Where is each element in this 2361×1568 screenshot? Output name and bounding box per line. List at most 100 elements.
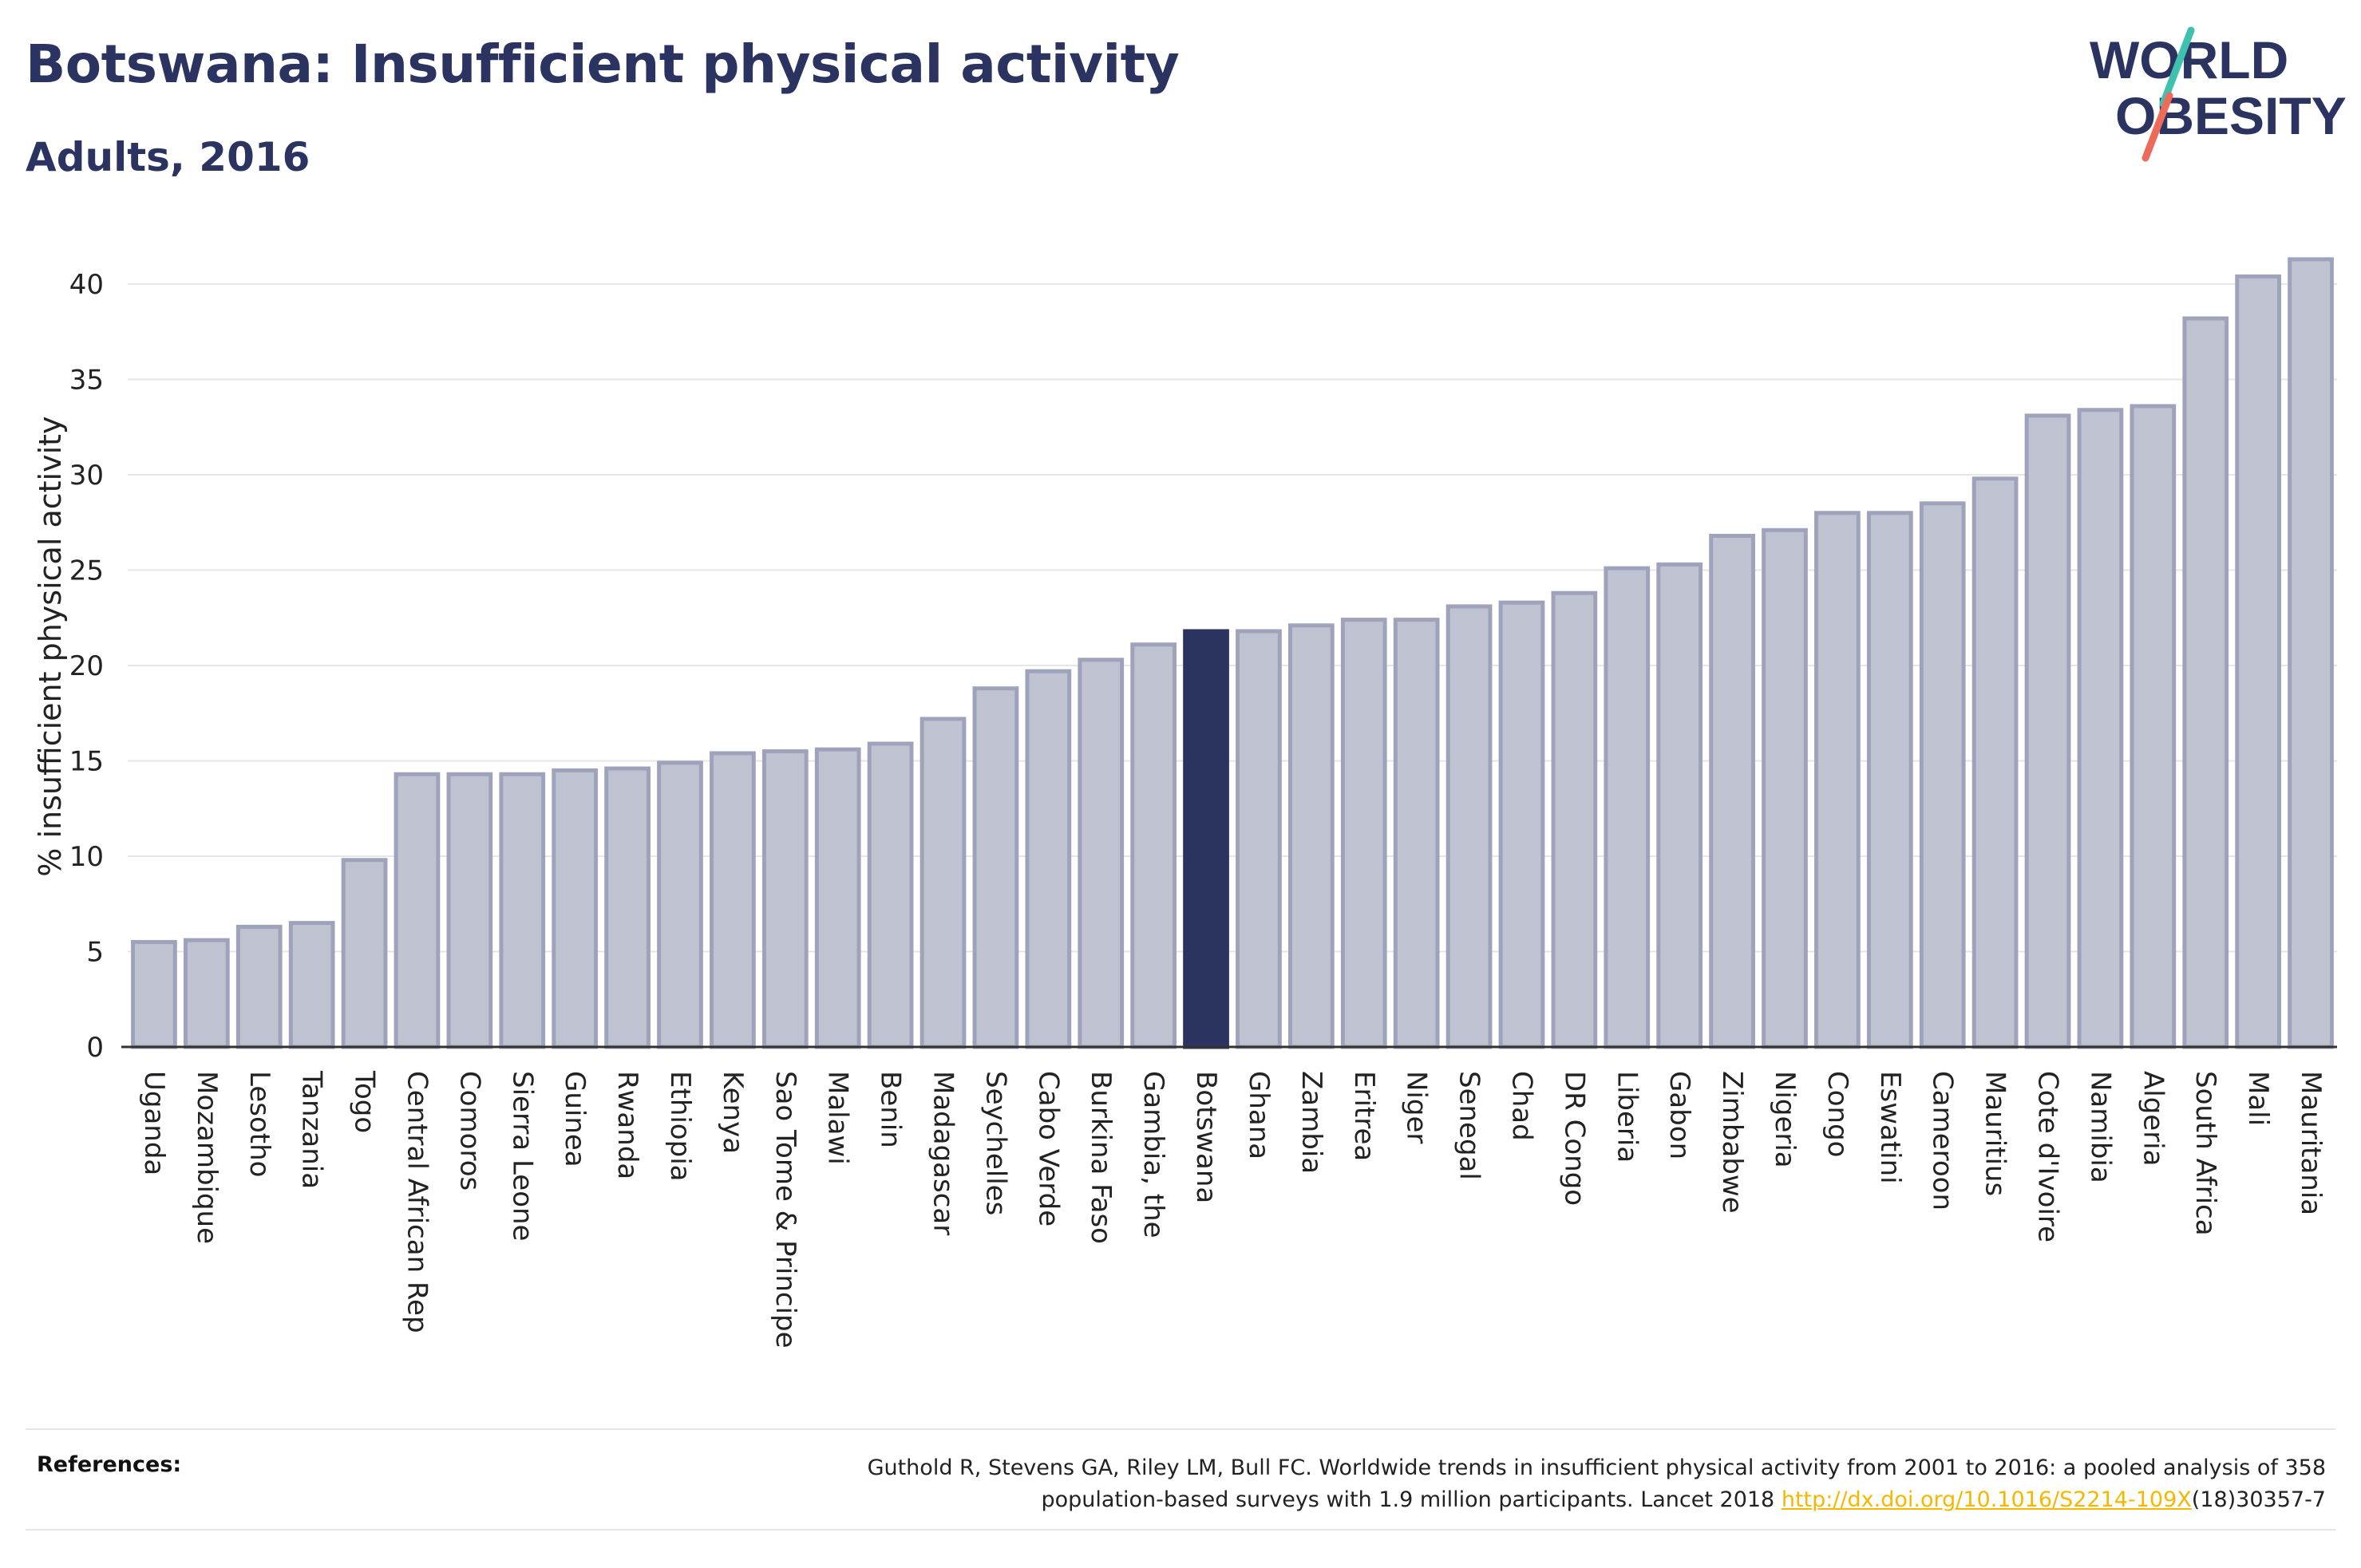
bar-liberia — [1604, 566, 1651, 1049]
y-tick-label: 35 — [69, 365, 104, 397]
bar-sao-tome-principe — [761, 749, 809, 1049]
x-tick-label: Chad — [1505, 1071, 1537, 1141]
y-tick-label: 25 — [69, 555, 104, 587]
bar-nigeria — [1762, 527, 1808, 1049]
bar-madagascar — [919, 717, 967, 1049]
x-tick-label: Malawi — [822, 1071, 854, 1165]
x-tick-label: Sao Tome & Principe — [769, 1071, 801, 1349]
references-citation: Guthold R, Stevens GA, Riley LM, Bull FC… — [490, 1452, 2326, 1516]
bar-sierra-leone — [499, 772, 546, 1049]
bar-cameroon — [1919, 501, 1966, 1049]
bar-malawi — [814, 747, 861, 1049]
x-tick-label: Gabon — [1663, 1071, 1695, 1159]
citation-line2-prefix: population-based surveys with 1.9 millio… — [1041, 1487, 1782, 1512]
bar-congo — [1814, 511, 1861, 1049]
x-tick-label: Niger — [1401, 1071, 1433, 1143]
references-section: References: Guthold R, Stevens GA, Riley… — [26, 1428, 2335, 1530]
logo-slash-teal — [2159, 26, 2195, 108]
bar-south-africa — [2182, 316, 2229, 1049]
y-tick-label: 40 — [69, 269, 104, 301]
x-tick-label: Algeria — [2137, 1071, 2169, 1166]
x-tick-label: Uganda — [138, 1071, 170, 1175]
bar-cote-d-ivoire — [2024, 413, 2071, 1049]
x-tick-label: Kenya — [717, 1071, 749, 1154]
bar-zambia — [1287, 623, 1335, 1049]
bar-chad — [1498, 600, 1545, 1049]
bar-cabo-verde — [1025, 669, 1072, 1049]
x-tick-label: Liberia — [1611, 1071, 1643, 1163]
x-tick-label: Mozambique — [191, 1071, 223, 1244]
x-tick-label: Mauritius — [1979, 1071, 2011, 1196]
x-tick-label: DR Congo — [1558, 1071, 1590, 1206]
bar-benin — [867, 741, 914, 1049]
x-tick-label: Eritrea — [1348, 1071, 1380, 1161]
bar-rwanda — [604, 766, 651, 1049]
y-tick-label: 20 — [69, 650, 104, 682]
doi-link[interactable]: http://dx.doi.org/10.1016/S2214-109X — [1781, 1487, 2192, 1512]
x-tick-label: Ghana — [1243, 1071, 1275, 1159]
x-tick-label: Mauritania — [2295, 1071, 2327, 1215]
bar-zimbabwe — [1709, 533, 1755, 1049]
bar-eswatini — [1866, 511, 1913, 1049]
bar-tanzania — [288, 921, 335, 1049]
x-tick-label: Benin — [875, 1071, 907, 1148]
references-label: References: — [37, 1452, 182, 1477]
bar-lesotho — [235, 924, 283, 1049]
bar-ethiopia — [657, 760, 703, 1049]
x-tick-label: Nigeria — [1769, 1071, 1801, 1168]
x-tick-label: Togo — [349, 1070, 381, 1133]
x-tick-label: Cameroon — [1927, 1071, 1959, 1211]
x-tick-label: Senegal — [1453, 1071, 1485, 1180]
x-tick-label: Madagascar — [927, 1071, 959, 1235]
x-tick-label: Sierra Leone — [506, 1071, 538, 1241]
x-tick-label: Guinea — [559, 1071, 591, 1167]
x-tick-label: Tanzania — [296, 1070, 328, 1189]
chart-title: Botswana: Insufficient physical activity — [26, 34, 1180, 95]
bar-gabon — [1656, 562, 1703, 1049]
y-tick-label: 0 — [86, 1032, 104, 1064]
bar-dr-congo — [1551, 590, 1598, 1049]
bar-seychelles — [972, 686, 1019, 1049]
x-tick-label: Botswana — [1190, 1071, 1222, 1203]
y-tick-label: 10 — [69, 841, 104, 873]
x-tick-label: South Africa — [2189, 1071, 2221, 1236]
bar-uganda — [131, 940, 177, 1049]
logo-slash-coral — [2142, 92, 2173, 162]
bar-eritrea — [1340, 618, 1387, 1049]
bar-comoros — [446, 772, 493, 1049]
x-tick-label: Comoros — [453, 1071, 485, 1191]
x-tick-label: Cabo Verde — [1032, 1071, 1064, 1226]
x-tick-label: Mali — [2242, 1071, 2274, 1126]
y-tick-label: 5 — [86, 937, 104, 969]
x-tick-label: Seychelles — [979, 1071, 1011, 1215]
x-tick-label: Ethiopia — [664, 1071, 696, 1181]
bar-burkina-faso — [1078, 658, 1125, 1049]
bar-mauritania — [2288, 257, 2334, 1049]
bar-senegal — [1445, 604, 1493, 1049]
y-tick-label: 30 — [69, 460, 104, 492]
x-tick-label: Rwanda — [611, 1071, 643, 1179]
bar-guinea — [552, 768, 599, 1049]
bar-central-african-rep — [394, 772, 441, 1049]
bar-togo — [341, 858, 388, 1049]
bar-botswana — [1183, 629, 1229, 1049]
bar-chart: 0 5 10 15 20 25 30 35 40 % insufficient physical … — [33, 257, 2337, 1349]
y-tick-label: 15 — [69, 746, 104, 778]
bar-kenya — [710, 751, 756, 1049]
x-tick-label: Gambia, the — [1137, 1071, 1169, 1238]
x-tick-label: Zambia — [1295, 1071, 1327, 1174]
world-obesity-logo: WORLD OBESITY — [2090, 26, 2347, 162]
x-tick-label: Eswatini — [1874, 1071, 1906, 1184]
x-tick-label: Namibia — [2084, 1071, 2116, 1183]
citation-line2-suffix: (18)30357-7 — [2191, 1487, 2326, 1512]
citation-line1: Guthold R, Stevens GA, Riley LM, Bull FC… — [867, 1455, 2326, 1480]
y-axis-label: % insufficient physical activity — [33, 416, 68, 876]
bar-namibia — [2077, 408, 2124, 1049]
bar-gambia-the — [1130, 642, 1177, 1049]
x-tick-label: Congo — [1821, 1071, 1853, 1157]
bar-ghana — [1236, 629, 1282, 1049]
x-tick-label: Central African Rep — [401, 1071, 433, 1333]
bar-algeria — [2130, 404, 2177, 1049]
bar-mali — [2235, 274, 2282, 1049]
bar-mozambique — [183, 938, 230, 1049]
